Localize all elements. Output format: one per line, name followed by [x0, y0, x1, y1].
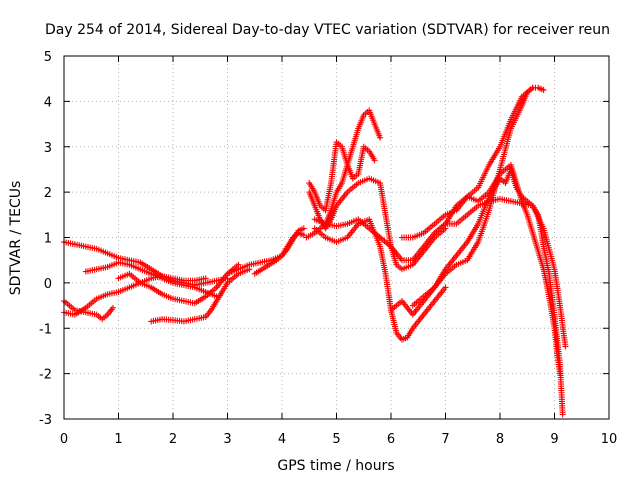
- data-point: [377, 134, 384, 141]
- series-track-11: [306, 175, 449, 273]
- series-track-3: [61, 273, 209, 318]
- data-point: [556, 370, 563, 377]
- y-tick-label: -3: [39, 413, 52, 428]
- series-track-10: [306, 139, 378, 214]
- y-tick-label: 3: [44, 141, 52, 156]
- x-tick-label: 9: [550, 432, 558, 447]
- y-tick-label: 5: [44, 50, 52, 65]
- x-tick-label: 6: [387, 432, 395, 447]
- series-track-8: [251, 229, 307, 277]
- y-tick-labels: -3 -2 -1 0 1 2 3 4 5: [39, 50, 52, 428]
- x-tick-label: 2: [169, 432, 177, 447]
- data-point: [110, 304, 117, 311]
- chart-title: Day 254 of 2014, Sidereal Day-to-day VTE…: [45, 22, 610, 38]
- series-track-5: [148, 266, 253, 325]
- x-tick-label: 1: [114, 432, 122, 447]
- x-tick-label: 8: [496, 432, 504, 447]
- series-track-2: [61, 298, 117, 323]
- grid-lines: [64, 56, 609, 419]
- plot-border: [63, 55, 610, 420]
- y-tick-label: 1: [44, 232, 52, 247]
- data-point: [300, 225, 307, 232]
- series-track-4: [82, 259, 220, 300]
- series-track-15: [398, 84, 547, 241]
- x-tick-label: 5: [332, 432, 340, 447]
- y-tick-label: 2: [44, 186, 52, 201]
- x-tick-labels: 0 1 2 3 4 5 6 7 8 9 10: [60, 432, 617, 447]
- data-point: [442, 284, 449, 291]
- x-axis-label: GPS time / hours: [277, 458, 394, 474]
- data-point: [202, 275, 209, 282]
- y-tick-label: 0: [44, 277, 52, 292]
- data-point: [540, 87, 547, 94]
- data-point: [562, 343, 569, 350]
- x-tick-label: 3: [223, 432, 231, 447]
- x-tick-label: 4: [278, 432, 286, 447]
- x-tick-label: 7: [441, 432, 449, 447]
- x-tick-label: 10: [601, 432, 618, 447]
- y-tick-label: -1: [39, 322, 52, 337]
- y-tick-label: -2: [39, 368, 52, 383]
- y-axis-label: SDTVAR / TECUs: [8, 181, 24, 296]
- series-track-16: [409, 166, 569, 350]
- y-tick-label: 4: [44, 95, 52, 110]
- data-point: [559, 411, 566, 418]
- data-point: [371, 157, 378, 164]
- data-points: [61, 84, 569, 418]
- series-track-17: [431, 161, 563, 377]
- x-tick-label: 0: [60, 432, 68, 447]
